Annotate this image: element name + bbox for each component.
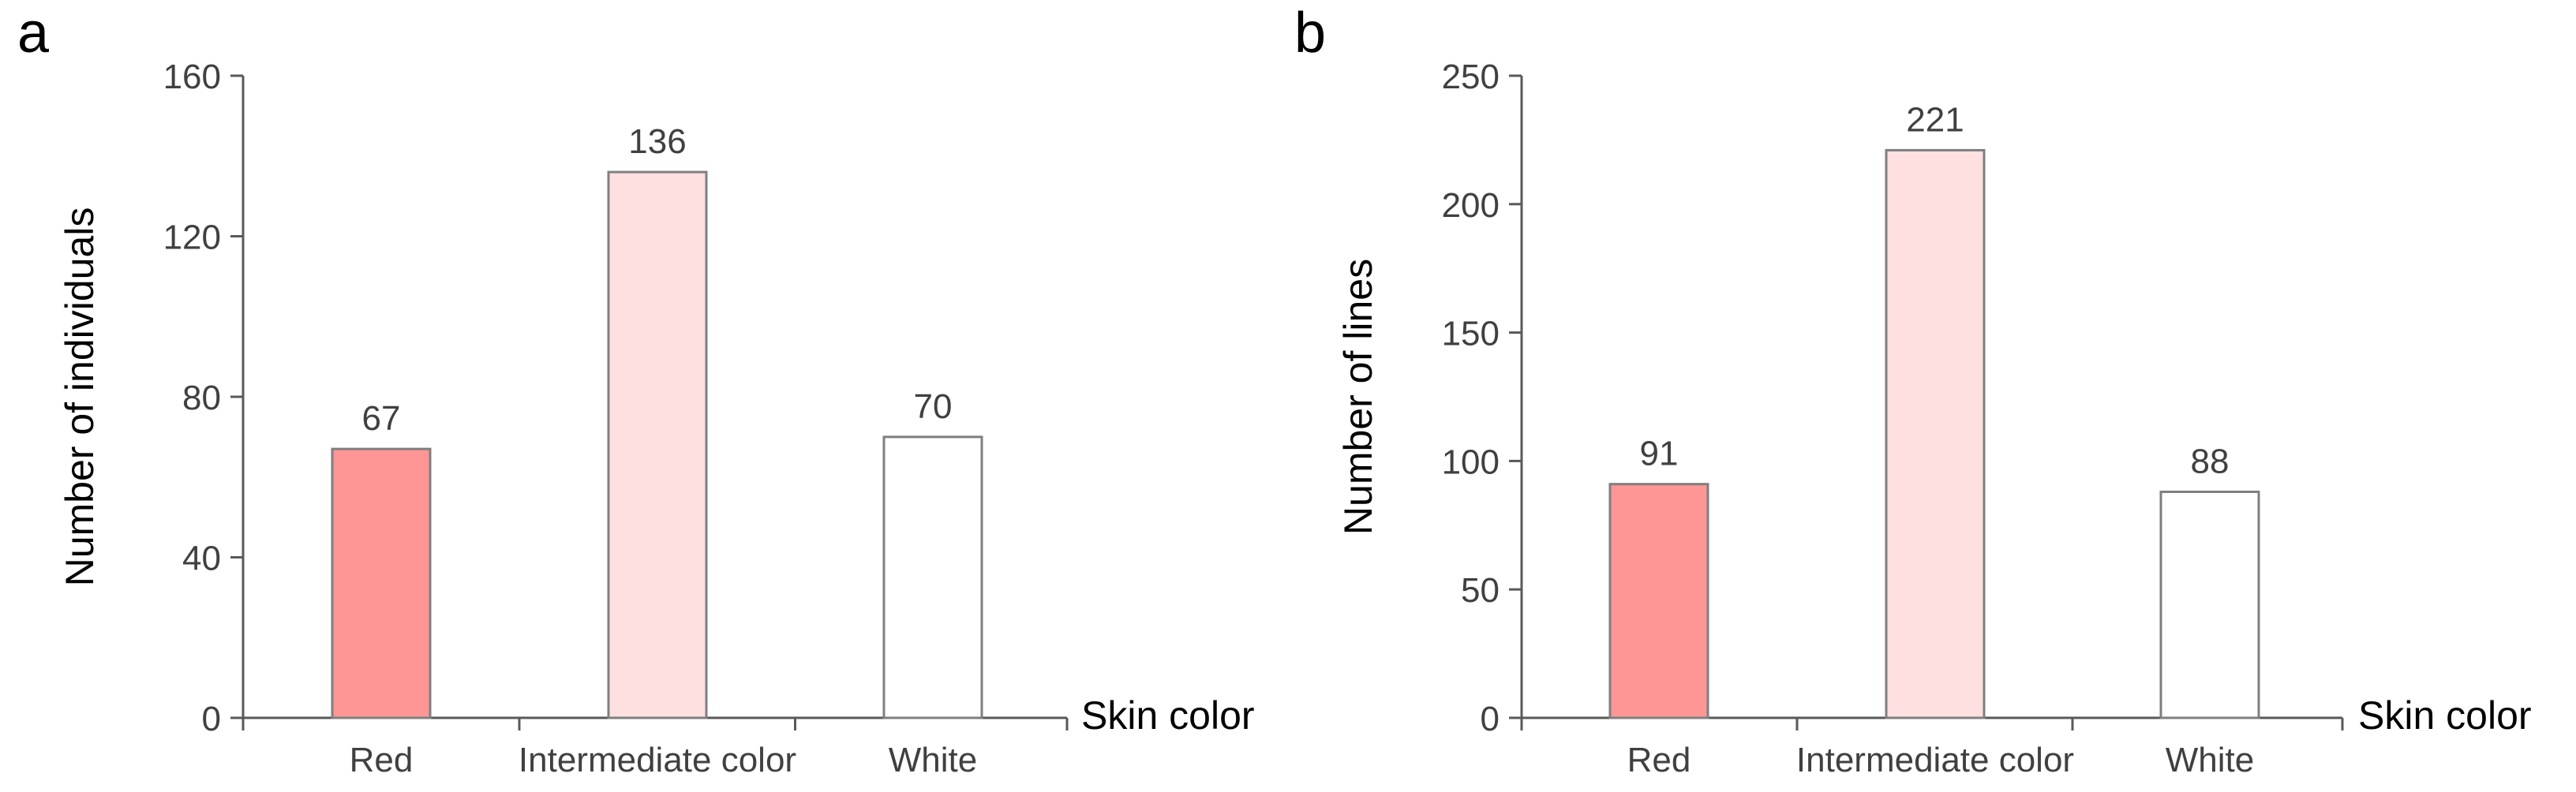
y-tick-label: 200 [1442,186,1500,225]
chart-panel-a: a 0 40 80 120 160 67 Red 136 Intermediate color 70… [17,2,1255,779]
x-category-label: Red [1627,741,1691,779]
x-axis-label: Skin color [2358,693,2532,738]
data-label: 91 [1640,435,1679,473]
x-category-label: Intermediate color [519,741,796,779]
y-tick-label: 50 [1461,571,1500,610]
y-axis-label: Number of individuals [58,207,102,587]
data-label: 136 [628,122,686,161]
chart-panel-b: b 0 50 100 150 200 250 91 Red 221 Intermediate col… [1294,2,2532,779]
y-tick-label: 40 [182,540,221,578]
y-tick-label: 80 [182,379,221,417]
bar-red [1608,483,1709,719]
bar-white [2159,490,2260,719]
x-category-label: White [2166,741,2254,779]
y-tick-label: 0 [1481,700,1500,738]
bar-white [882,435,983,719]
y-tick-label: 250 [1442,58,1500,96]
y-tick-label: 120 [163,219,221,257]
data-label: 88 [2191,442,2230,480]
x-category-label: White [889,741,977,779]
panel-letter: a [17,2,50,65]
x-category-label: Red [350,741,414,779]
y-tick-label: 100 [1442,443,1500,481]
bar-red [331,447,432,719]
y-tick-label: 0 [202,700,221,738]
data-label: 221 [1906,100,1964,139]
x-category-label: Intermediate color [1796,741,2074,779]
y-tick-label: 160 [163,58,221,96]
data-label: 67 [362,399,401,438]
y-axis-label: Number of lines [1336,259,1380,535]
data-label: 70 [914,387,953,426]
x-axis-label: Skin color [1081,693,1255,738]
bar-intermediate-color [607,170,708,719]
bar-intermediate-color [1885,148,1986,719]
y-tick-label: 150 [1442,315,1500,353]
panel-letter: b [1294,2,1326,65]
